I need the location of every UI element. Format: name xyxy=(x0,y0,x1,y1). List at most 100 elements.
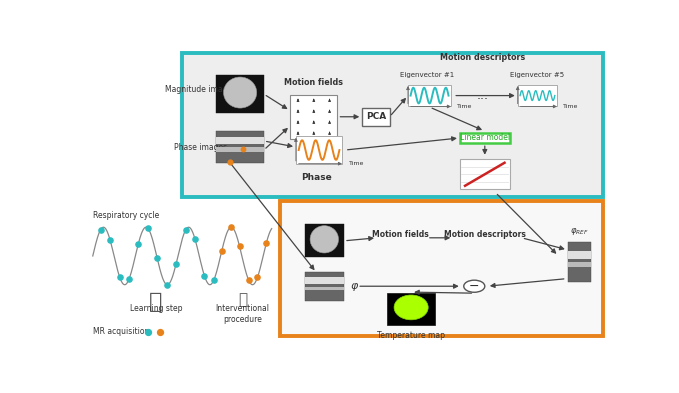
FancyBboxPatch shape xyxy=(217,75,263,113)
FancyArrowPatch shape xyxy=(297,110,299,112)
Text: Motion fields: Motion fields xyxy=(372,230,429,239)
FancyBboxPatch shape xyxy=(305,272,344,301)
Point xyxy=(114,274,125,280)
Text: Phase: Phase xyxy=(301,173,332,182)
FancyArrowPatch shape xyxy=(516,87,519,104)
FancyArrowPatch shape xyxy=(432,108,481,130)
Text: Interventional
procedure: Interventional procedure xyxy=(216,304,270,324)
FancyArrowPatch shape xyxy=(347,237,373,241)
FancyArrowPatch shape xyxy=(348,137,456,150)
FancyArrowPatch shape xyxy=(483,146,487,153)
FancyArrowPatch shape xyxy=(313,121,315,123)
FancyArrowPatch shape xyxy=(407,87,409,104)
Circle shape xyxy=(464,280,485,292)
Point xyxy=(252,274,263,281)
Text: Time: Time xyxy=(348,161,364,166)
FancyBboxPatch shape xyxy=(568,252,591,259)
FancyBboxPatch shape xyxy=(305,224,344,257)
FancyArrowPatch shape xyxy=(524,239,564,250)
Point xyxy=(225,224,236,230)
FancyArrowPatch shape xyxy=(313,99,315,101)
Point xyxy=(133,241,144,247)
FancyBboxPatch shape xyxy=(305,277,344,284)
Point xyxy=(154,329,165,335)
Text: −: − xyxy=(469,280,479,293)
FancyBboxPatch shape xyxy=(408,84,451,107)
FancyArrowPatch shape xyxy=(329,110,331,112)
Text: Linear model: Linear model xyxy=(460,134,510,142)
Text: Temperature map: Temperature map xyxy=(377,331,445,340)
Text: $\varphi_{REF}$: $\varphi_{REF}$ xyxy=(570,226,589,237)
Point xyxy=(216,248,227,254)
Point xyxy=(124,276,134,283)
FancyArrowPatch shape xyxy=(266,129,287,148)
FancyArrowPatch shape xyxy=(456,94,513,97)
FancyArrowPatch shape xyxy=(340,115,358,119)
FancyBboxPatch shape xyxy=(296,136,342,163)
Text: MR acquisition: MR acquisition xyxy=(93,327,149,336)
FancyBboxPatch shape xyxy=(460,159,510,189)
FancyArrowPatch shape xyxy=(297,99,299,101)
FancyBboxPatch shape xyxy=(217,147,263,152)
FancyArrowPatch shape xyxy=(360,284,458,288)
FancyBboxPatch shape xyxy=(517,84,557,107)
FancyArrowPatch shape xyxy=(411,105,450,108)
Point xyxy=(208,277,219,283)
Ellipse shape xyxy=(223,77,257,108)
Text: Motion fields: Motion fields xyxy=(285,78,344,87)
Text: Eigenvector #1: Eigenvector #1 xyxy=(400,72,454,78)
Text: Time: Time xyxy=(458,104,473,109)
FancyBboxPatch shape xyxy=(305,286,344,290)
Point xyxy=(105,237,115,243)
FancyBboxPatch shape xyxy=(362,108,390,125)
Text: φ: φ xyxy=(350,281,358,291)
FancyBboxPatch shape xyxy=(280,202,603,336)
FancyBboxPatch shape xyxy=(217,137,263,144)
FancyBboxPatch shape xyxy=(388,293,435,325)
Point xyxy=(189,236,200,242)
FancyArrowPatch shape xyxy=(329,121,331,123)
Point xyxy=(243,277,254,283)
FancyArrowPatch shape xyxy=(297,121,299,123)
FancyArrowPatch shape xyxy=(299,162,341,165)
Point xyxy=(170,261,181,267)
FancyArrowPatch shape xyxy=(491,279,564,287)
Point xyxy=(152,255,163,261)
Text: Motion descriptors: Motion descriptors xyxy=(444,230,526,239)
Point xyxy=(199,272,210,279)
Text: ⏟: ⏟ xyxy=(238,292,247,307)
Point xyxy=(143,329,153,335)
Text: Time: Time xyxy=(564,104,579,109)
Point xyxy=(261,239,272,246)
FancyBboxPatch shape xyxy=(217,131,263,163)
Point xyxy=(180,227,191,233)
FancyBboxPatch shape xyxy=(460,133,510,143)
Point xyxy=(224,159,235,165)
Text: ...: ... xyxy=(476,89,488,102)
Text: PCA: PCA xyxy=(366,112,386,121)
FancyArrowPatch shape xyxy=(313,132,315,134)
FancyArrowPatch shape xyxy=(297,132,299,134)
Point xyxy=(161,281,172,288)
Text: ⏟: ⏟ xyxy=(149,292,162,312)
Point xyxy=(234,243,245,250)
Text: Eigenvector #5: Eigenvector #5 xyxy=(511,72,564,78)
FancyBboxPatch shape xyxy=(568,242,591,282)
FancyArrowPatch shape xyxy=(267,141,292,147)
FancyArrowPatch shape xyxy=(295,139,297,161)
Ellipse shape xyxy=(394,295,428,320)
FancyBboxPatch shape xyxy=(568,262,591,266)
FancyArrowPatch shape xyxy=(329,99,331,101)
FancyArrowPatch shape xyxy=(313,110,315,112)
FancyArrowPatch shape xyxy=(521,105,556,108)
Text: Learning step: Learning step xyxy=(130,304,182,313)
Ellipse shape xyxy=(310,226,339,253)
FancyArrowPatch shape xyxy=(430,236,449,240)
Point xyxy=(95,226,106,233)
Text: Magnitude images: Magnitude images xyxy=(165,85,236,94)
FancyArrowPatch shape xyxy=(329,132,331,134)
Text: Respiratory cycle: Respiratory cycle xyxy=(93,211,159,220)
FancyArrowPatch shape xyxy=(266,95,287,108)
Point xyxy=(143,225,153,231)
FancyArrowPatch shape xyxy=(416,290,471,294)
